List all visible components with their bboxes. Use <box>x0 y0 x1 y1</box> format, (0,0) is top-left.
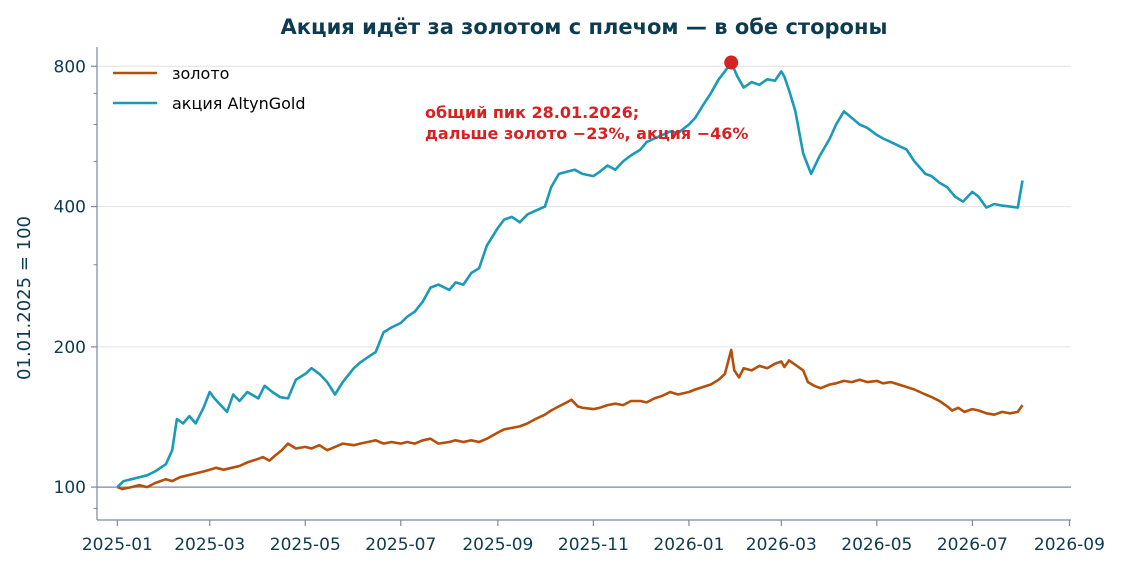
annotation: общий пик 28.01.2026; дальше золото −23%… <box>425 103 748 143</box>
peak-marker <box>724 55 739 70</box>
x-tick-label: 2026-07 <box>937 535 1008 555</box>
series-line-stock <box>116 61 1024 489</box>
x-tick-label: 2026-03 <box>746 535 817 555</box>
series-layer <box>116 61 1024 491</box>
annotation-line: дальше золото −23%, акция −46% <box>425 124 748 143</box>
x-tick-label: 2025-05 <box>270 535 341 555</box>
y-tick-label: 100 <box>54 478 86 498</box>
x-tick-label: 2025-01 <box>82 535 153 555</box>
series-line-gold <box>116 348 1024 491</box>
x-tick-label: 2025-09 <box>462 535 533 555</box>
y-tick-label: 200 <box>54 338 86 358</box>
legend-label-gold: золото <box>172 64 229 83</box>
x-tick-label: 2025-11 <box>558 535 629 555</box>
annotation-line: общий пик 28.01.2026; <box>425 103 639 122</box>
x-tick-label: 2026-01 <box>653 535 724 555</box>
x-tick-label: 2025-07 <box>365 535 436 555</box>
x-tick-label: 2026-09 <box>1034 535 1105 555</box>
chart-title: Акция идёт за золотом с плечом — в обе с… <box>281 15 888 39</box>
x-tick-label: 2025-03 <box>174 535 245 555</box>
axes: 100 200 400 800 2025-01 2025-03 2025-05 2025-07… <box>54 47 1105 555</box>
legend: золото акция AltynGold <box>113 64 306 113</box>
y-tick-label: 800 <box>54 57 86 77</box>
y-axis-label: 01.01.2025 = 100 <box>14 216 35 380</box>
grid-lines <box>97 65 1071 488</box>
peak-marker-layer <box>724 55 739 70</box>
y-tick-label: 400 <box>54 198 86 218</box>
legend-label-stock: акция AltynGold <box>172 94 306 113</box>
x-tick-label: 2026-05 <box>841 535 912 555</box>
